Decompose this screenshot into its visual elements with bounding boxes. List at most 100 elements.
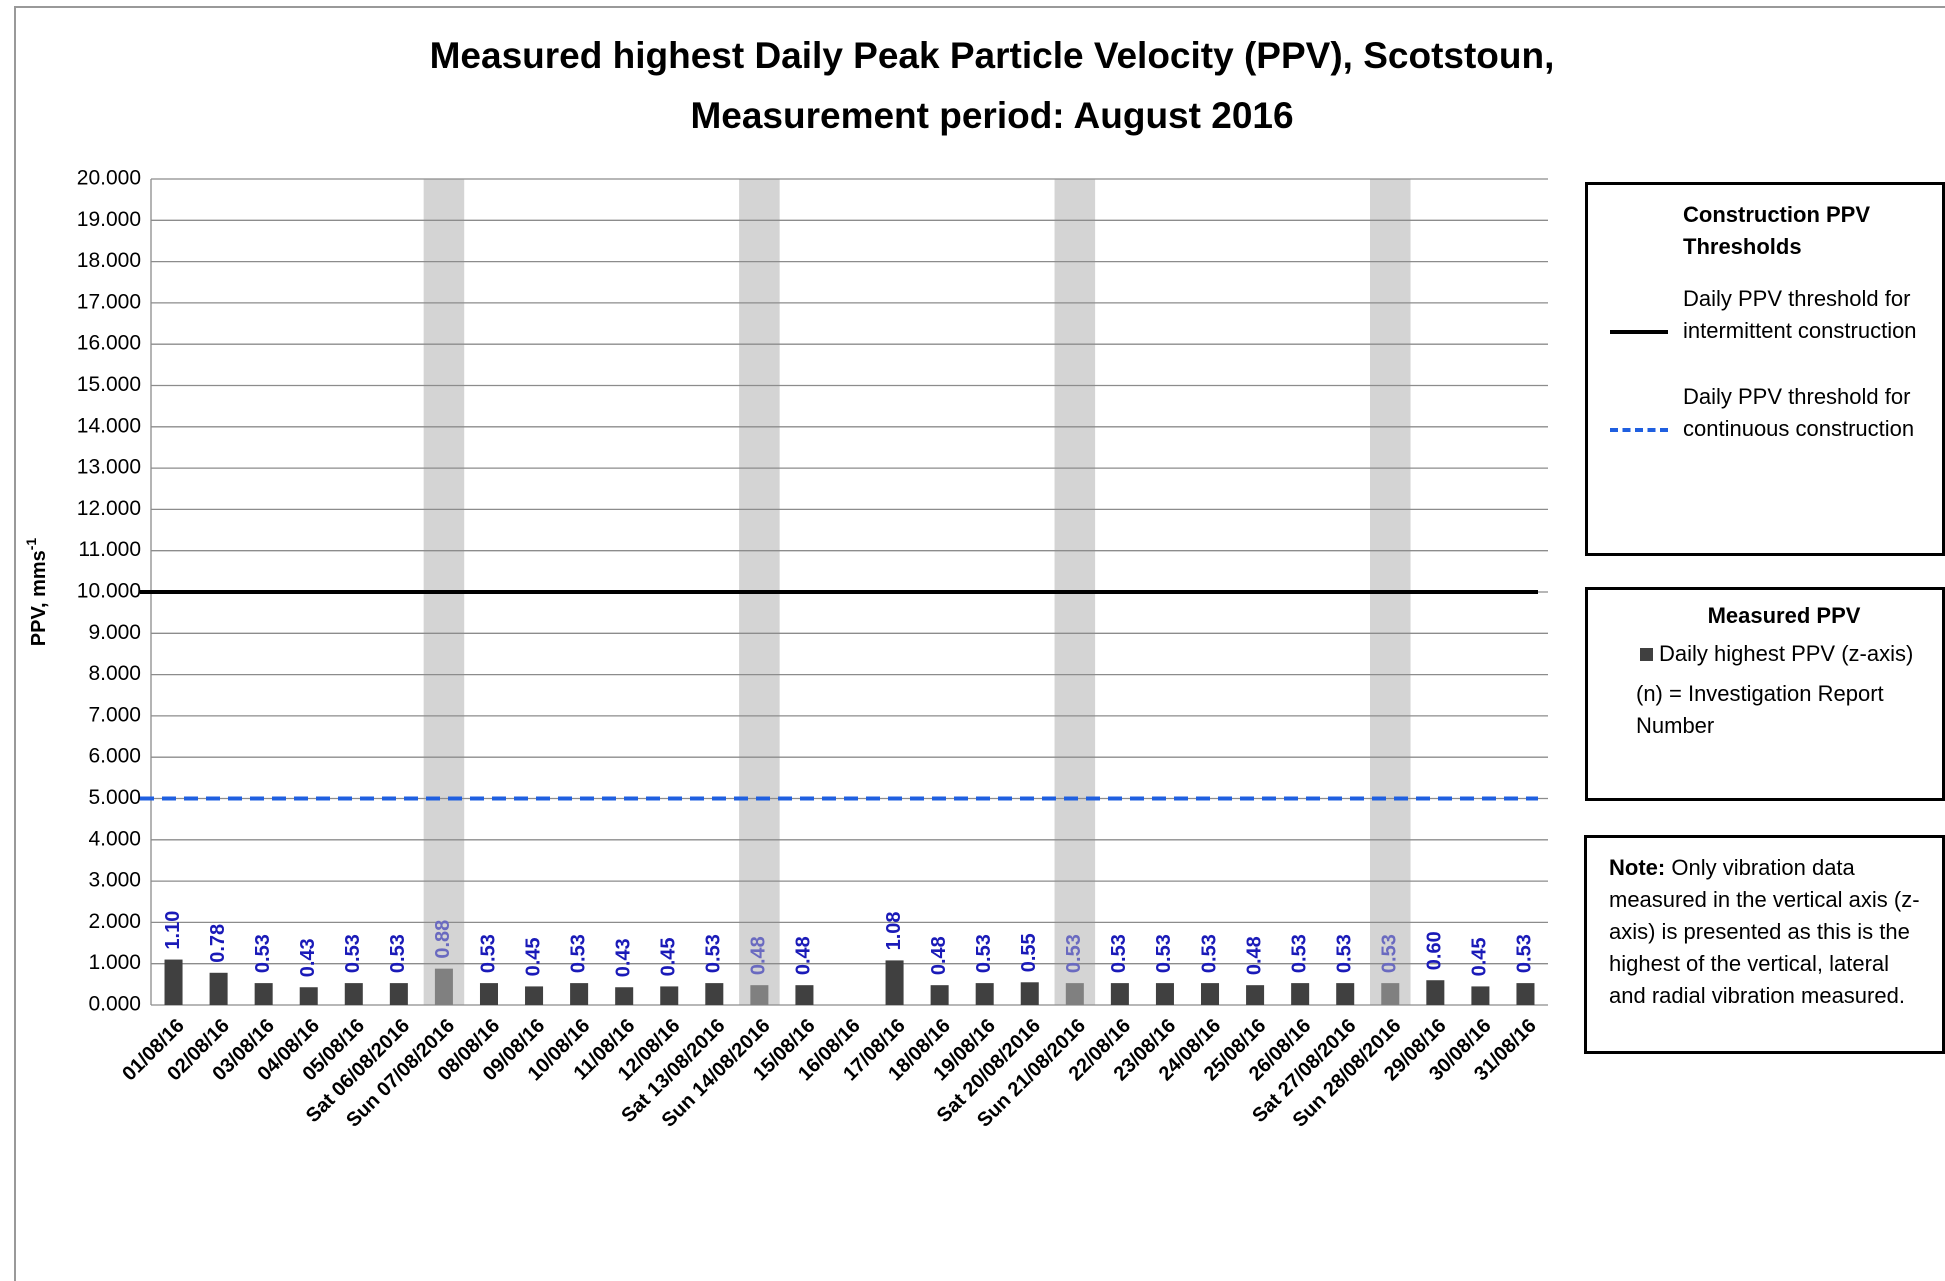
y-tick-label: 9.000 <box>88 621 141 644</box>
value-label: 0.53 <box>1379 934 1401 973</box>
value-label: 0.53 <box>477 934 499 973</box>
y-axis-label-text: PPV, mms <box>28 550 50 646</box>
y-tick-label: 5.000 <box>88 786 141 809</box>
note-text: Only vibration data measured in the vert… <box>1609 855 1920 1008</box>
value-label: 0.55 <box>1018 933 1040 972</box>
bar <box>1291 983 1310 1005</box>
value-label: 0.78 <box>207 924 229 963</box>
value-label: 0.53 <box>1288 934 1310 973</box>
y-tick-label: 18.000 <box>77 249 141 272</box>
legend-label: Daily PPV threshold for continuous const… <box>1683 384 1915 441</box>
bar <box>615 987 634 1005</box>
bar <box>1426 980 1445 1005</box>
bar <box>344 983 363 1005</box>
value-label: 0.53 <box>387 934 409 973</box>
value-label: 0.48 <box>1243 936 1265 975</box>
bar <box>750 985 769 1005</box>
bar <box>1246 985 1265 1005</box>
y-tick-label: 13.000 <box>77 456 141 479</box>
bar <box>1065 983 1084 1005</box>
bar <box>479 983 498 1005</box>
value-label: 0.53 <box>1153 934 1175 973</box>
value-label: 0.45 <box>522 937 544 976</box>
bar <box>930 985 949 1005</box>
note-box: Note: Only vibration data measured in th… <box>1584 835 1945 1054</box>
value-label: 0.53 <box>342 934 364 973</box>
value-label: 0.53 <box>1514 934 1536 973</box>
threshold-legend: Construction PPV Thresholds Daily PPV th… <box>1585 182 1945 556</box>
legend-entries: Daily PPV threshold for intermittent con… <box>1610 283 1932 445</box>
value-label: 0.43 <box>297 938 319 977</box>
y-tick-label: 10.000 <box>77 580 141 603</box>
value-label: 1.08 <box>883 911 905 950</box>
y-tick-label: 7.000 <box>88 703 141 726</box>
bar <box>389 983 408 1005</box>
bar <box>164 959 183 1005</box>
y-tick-label: 8.000 <box>88 662 141 685</box>
chart-subtitle: Measurement period: August 2016 <box>690 95 1293 136</box>
value-label: 0.53 <box>567 934 589 973</box>
legend-title: Measured PPV <box>1707 603 1861 628</box>
bar <box>1020 982 1039 1005</box>
y-tick-label: 12.000 <box>77 497 141 520</box>
legend-entry: Daily highest PPV (z-axis) <box>1636 638 1932 670</box>
bar <box>1336 983 1355 1005</box>
bar <box>1381 983 1400 1005</box>
chart-title: Measured highest Daily Peak Particle Vel… <box>430 35 1555 76</box>
legend-line <box>1610 428 1668 432</box>
bar <box>660 986 679 1005</box>
y-tick-label: 20.000 <box>77 167 141 190</box>
y-tick-label: 2.000 <box>88 910 141 933</box>
value-label: 0.60 <box>1424 931 1446 970</box>
frame <box>14 6 1945 1281</box>
y-tick-label: 11.000 <box>78 538 141 561</box>
y-tick-label: 3.000 <box>88 869 141 892</box>
y-tick-label: 14.000 <box>77 414 141 437</box>
bar <box>570 983 589 1005</box>
note-label: Note: <box>1609 855 1666 880</box>
value-label: 0.53 <box>1108 934 1130 973</box>
bar <box>1471 986 1490 1005</box>
y-tick-label: 6.000 <box>88 745 141 768</box>
y-tick-label: 16.000 <box>77 332 141 355</box>
bar <box>209 972 228 1005</box>
value-label: 1.10 <box>162 911 184 950</box>
value-label: 0.53 <box>973 934 995 973</box>
value-label: 0.48 <box>748 936 770 975</box>
y-tick-label: 0.000 <box>88 993 141 1016</box>
bar <box>975 983 994 1005</box>
legend-entry: Daily PPV threshold for intermittent con… <box>1610 283 1932 347</box>
value-label: 0.53 <box>1198 934 1220 973</box>
bar <box>525 986 544 1005</box>
value-label: 0.53 <box>703 934 725 973</box>
legend-swatch <box>1640 648 1653 661</box>
value-label: 0.53 <box>1063 934 1085 973</box>
bar <box>434 968 453 1005</box>
bar <box>254 983 273 1005</box>
value-label: 0.43 <box>612 938 634 977</box>
value-label: 0.88 <box>432 920 454 959</box>
legend-note: (n) = Investigation Report Number <box>1636 681 1884 738</box>
bar <box>1516 983 1535 1005</box>
legend-line <box>1610 330 1668 334</box>
bar <box>1201 983 1220 1005</box>
bar <box>705 983 724 1005</box>
measured-legend: Measured PPV Daily highest PPV (z-axis) … <box>1585 587 1945 801</box>
value-label: 0.45 <box>1469 937 1491 976</box>
y-tick-label: 4.000 <box>88 827 141 850</box>
y-tick-label: 15.000 <box>77 373 141 396</box>
legend-title: Construction PPV Thresholds <box>1683 202 1871 259</box>
y-tick-label: 19.000 <box>77 208 141 231</box>
value-label: 0.45 <box>658 937 680 976</box>
bar <box>299 987 318 1005</box>
y-axis-label-sup: -1 <box>23 538 39 551</box>
y-tick-label: 1.000 <box>88 951 141 974</box>
value-label: 0.48 <box>928 936 950 975</box>
legend-label: Daily PPV threshold for intermittent con… <box>1683 286 1917 343</box>
value-label: 0.53 <box>1333 934 1355 973</box>
bar <box>1155 983 1174 1005</box>
bar <box>795 985 814 1005</box>
legend-entry: Daily PPV threshold for continuous const… <box>1610 381 1932 445</box>
